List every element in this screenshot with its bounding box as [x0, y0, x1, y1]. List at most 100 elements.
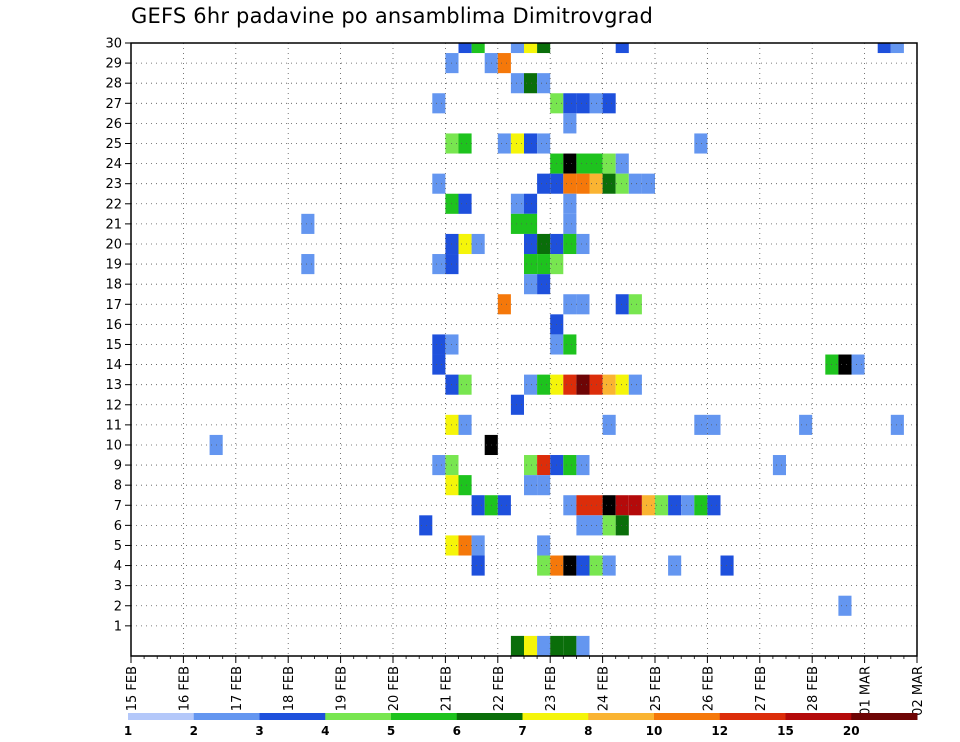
heatmap-cell [602, 93, 616, 114]
chart-title: GEFS 6hr padavine po ansamblima Dimitrov… [131, 4, 654, 28]
heatmap-cell [458, 43, 472, 54]
heatmap-cell [537, 233, 551, 255]
heatmap-cell [576, 153, 590, 174]
y-tick-label: 10 [105, 438, 122, 453]
heatmap-cell [471, 43, 485, 54]
x-tick-label: 23 FEB [544, 666, 559, 711]
heatmap-cell [432, 455, 446, 476]
y-tick-label: 25 [105, 137, 122, 152]
heatmap-cell [641, 173, 655, 194]
heatmap-cell [576, 173, 590, 194]
colorbar: 1 2 3 4 5 6 7 8 10 12 15 20 [124, 713, 918, 738]
heatmap-cell [458, 133, 472, 154]
colorbar-swatch [654, 713, 721, 720]
heatmap-cell [563, 213, 577, 234]
cells-layer [209, 43, 904, 656]
y-tick-label: 23 [105, 177, 122, 192]
y-tick-label: 5 [114, 539, 122, 554]
heatmap-cell [537, 133, 551, 154]
heatmap-cell [537, 635, 551, 656]
heatmap-cell [720, 555, 734, 576]
x-tick-label: 25 FEB [649, 666, 664, 711]
heatmap-cell [497, 495, 511, 516]
heatmap-cell [641, 495, 655, 516]
heatmap-cell [602, 153, 616, 174]
heatmap-cell [497, 53, 511, 74]
x-tick-label: 21 FEB [439, 666, 454, 711]
heatmap-cell [707, 414, 721, 435]
colorbar-label: 7 [518, 724, 526, 738]
x-tick-label: 26 FEB [701, 666, 716, 711]
x-tick-label: 16 FEB [177, 666, 192, 711]
colorbar-swatch [259, 713, 326, 720]
colorbar-label: 5 [387, 724, 395, 738]
heatmap-cell [471, 555, 485, 576]
heatmap-cell [537, 535, 551, 556]
colorbar-label: 15 [777, 724, 794, 738]
heatmap-cell [458, 374, 472, 395]
heatmap-cell [563, 233, 577, 255]
y-tick-label: 30 [105, 37, 122, 52]
heatmap-cell [799, 414, 813, 435]
heatmap-cell [497, 133, 511, 154]
heatmap-cell [471, 535, 485, 556]
colorbar-swatch [391, 713, 458, 720]
heatmap-cell [458, 535, 472, 556]
heatmap-cell [537, 173, 551, 194]
y-tick-label: 16 [105, 318, 122, 333]
y-tick-label: 4 [114, 559, 122, 574]
heatmap-cell [458, 193, 472, 214]
colorbar-label: 12 [711, 724, 728, 738]
heatmap-cell [432, 334, 446, 355]
heatmap-cell [668, 495, 682, 516]
heatmap-cell [497, 294, 511, 315]
heatmap-cell [471, 495, 485, 516]
heatmap-cell [615, 495, 629, 516]
y-tick-label: 3 [114, 579, 122, 594]
x-tick-label: 15 FEB [125, 666, 140, 711]
colorbar-label: 8 [584, 724, 592, 738]
colorbar-swatch [325, 713, 392, 720]
colorbar-swatch [193, 713, 260, 720]
heatmap-cell [524, 254, 538, 275]
heatmap-cell [563, 193, 577, 214]
colorbar-swatch [588, 713, 655, 720]
heatmap-cell [537, 73, 551, 94]
heatmap-cell [524, 233, 538, 255]
heatmap-cell [432, 354, 446, 375]
heatmap-cell [576, 374, 590, 395]
x-tick-label: 24 FEB [597, 666, 612, 711]
heatmap-cell [458, 475, 472, 496]
y-tick-label: 2 [114, 599, 122, 614]
heatmap-cell [890, 43, 904, 54]
grid-layer [131, 42, 917, 656]
heatmap-cell [432, 254, 446, 275]
heatmap-cell [838, 354, 852, 375]
heatmap-cell [576, 555, 590, 576]
heatmap-cell [694, 414, 708, 435]
y-tick-label: 26 [105, 117, 122, 132]
y-tick-label: 18 [105, 278, 122, 293]
y-tick-label: 21 [105, 217, 122, 232]
colorbar-swatch [128, 713, 195, 720]
heatmap-cell [602, 173, 616, 194]
colorbar-swatch [785, 713, 852, 720]
heatmap-cell [550, 635, 564, 656]
colorbar-swatch [719, 713, 786, 720]
heatmap-cell [576, 515, 590, 536]
heatmap-cell [576, 294, 590, 315]
heatmap-cell [510, 133, 524, 154]
heatmap-cell [537, 475, 551, 496]
heatmap-cell [602, 555, 616, 576]
heatmap-cell [524, 43, 538, 54]
colorbar-label: 6 [453, 724, 461, 738]
heatmap-cell [301, 254, 315, 275]
heatmap-cell [576, 233, 590, 255]
heatmap-cell [576, 495, 590, 516]
x-tick-label: 17 FEB [230, 666, 245, 711]
heatmap-cell [537, 374, 551, 395]
heatmap-cell [524, 475, 538, 496]
heatmap-cell [432, 173, 446, 194]
heatmap-cell [615, 173, 629, 194]
